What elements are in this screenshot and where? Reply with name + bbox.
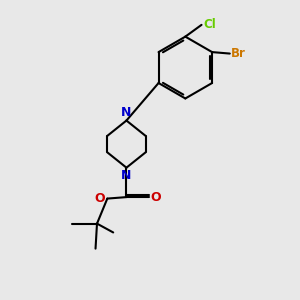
Text: N: N [121, 169, 132, 182]
Text: O: O [94, 192, 105, 205]
Text: N: N [121, 106, 132, 119]
Text: Cl: Cl [203, 18, 216, 32]
Text: O: O [151, 190, 161, 204]
Text: Br: Br [231, 47, 246, 60]
